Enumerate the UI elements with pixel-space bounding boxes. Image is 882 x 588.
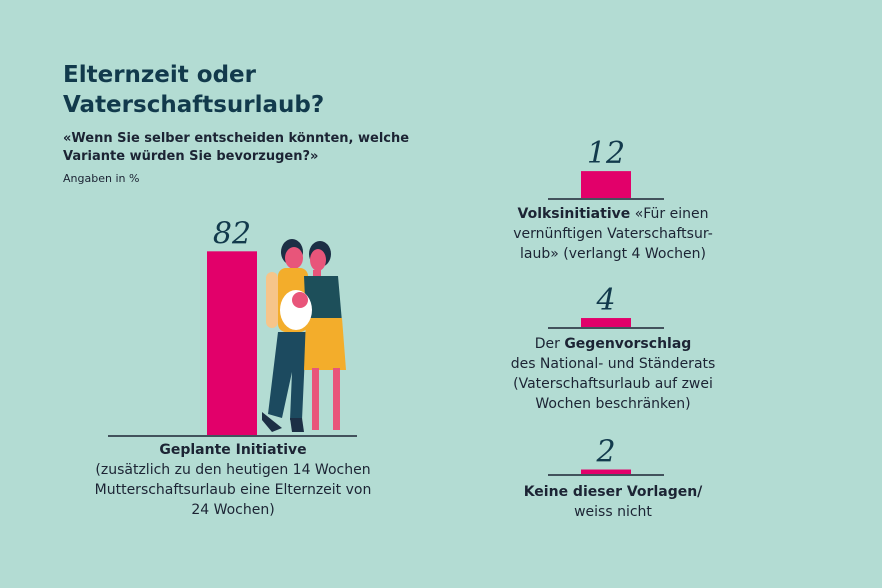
father-arm (266, 272, 278, 328)
caption-geplante-initiative: Geplante Initiative (zusätzlich zu den h… (88, 440, 378, 520)
caption-text: «Für einen vernünftigen Vaterschaftsur-l… (513, 206, 713, 262)
father-shoe (262, 412, 282, 432)
baby-face (292, 292, 308, 308)
data-label-1: 12 (587, 136, 625, 171)
caption-gegenvorschlag: Der Gegenvorschlag des National- und Stä… (490, 334, 736, 414)
caption-text: weiss nicht (574, 504, 652, 520)
unit-note: Angaben in % (63, 172, 140, 185)
mother-leg (312, 368, 319, 430)
caption-prefix: Der (534, 336, 565, 352)
caption-keine: Keine dieser Vorlagen/ weiss nicht (498, 482, 728, 522)
bar-0 (207, 251, 257, 435)
mother-leg (333, 368, 340, 430)
data-label-0: 82 (213, 216, 251, 251)
chart-subtitle: «Wenn Sie selber entscheiden könnten, we… (63, 131, 410, 164)
caption-bold: Volksinitiative (517, 206, 631, 222)
father-shoe (290, 418, 304, 432)
caption-text: (zusätzlich zu den heutigen 14 Wochen Mu… (94, 462, 372, 518)
caption-text: des National- und Ständerats (Vaterschaf… (510, 356, 716, 412)
mother-skirt (304, 318, 346, 370)
caption-volksinitiative: Volksinitiative «Für einen vernünftigen … (498, 204, 728, 264)
father-face (285, 247, 303, 269)
caption-bold: Gegenvorschlag (564, 336, 692, 352)
father-legs (268, 332, 306, 420)
data-label-3: 2 (595, 435, 615, 470)
family-illustration (262, 239, 346, 432)
chart-title: Elternzeit oder Vaterschaftsurlaub? (63, 62, 325, 118)
data-label-2: 4 (595, 283, 615, 318)
mother-face (310, 249, 326, 271)
bar-3 (581, 469, 631, 474)
mother-neck (313, 270, 321, 278)
bar-1 (581, 171, 631, 198)
bar-2 (581, 318, 631, 327)
mother-top (304, 276, 342, 322)
caption-bold: Geplante Initiative (159, 442, 307, 458)
caption-bold: Keine dieser Vorlagen/ (523, 484, 703, 500)
